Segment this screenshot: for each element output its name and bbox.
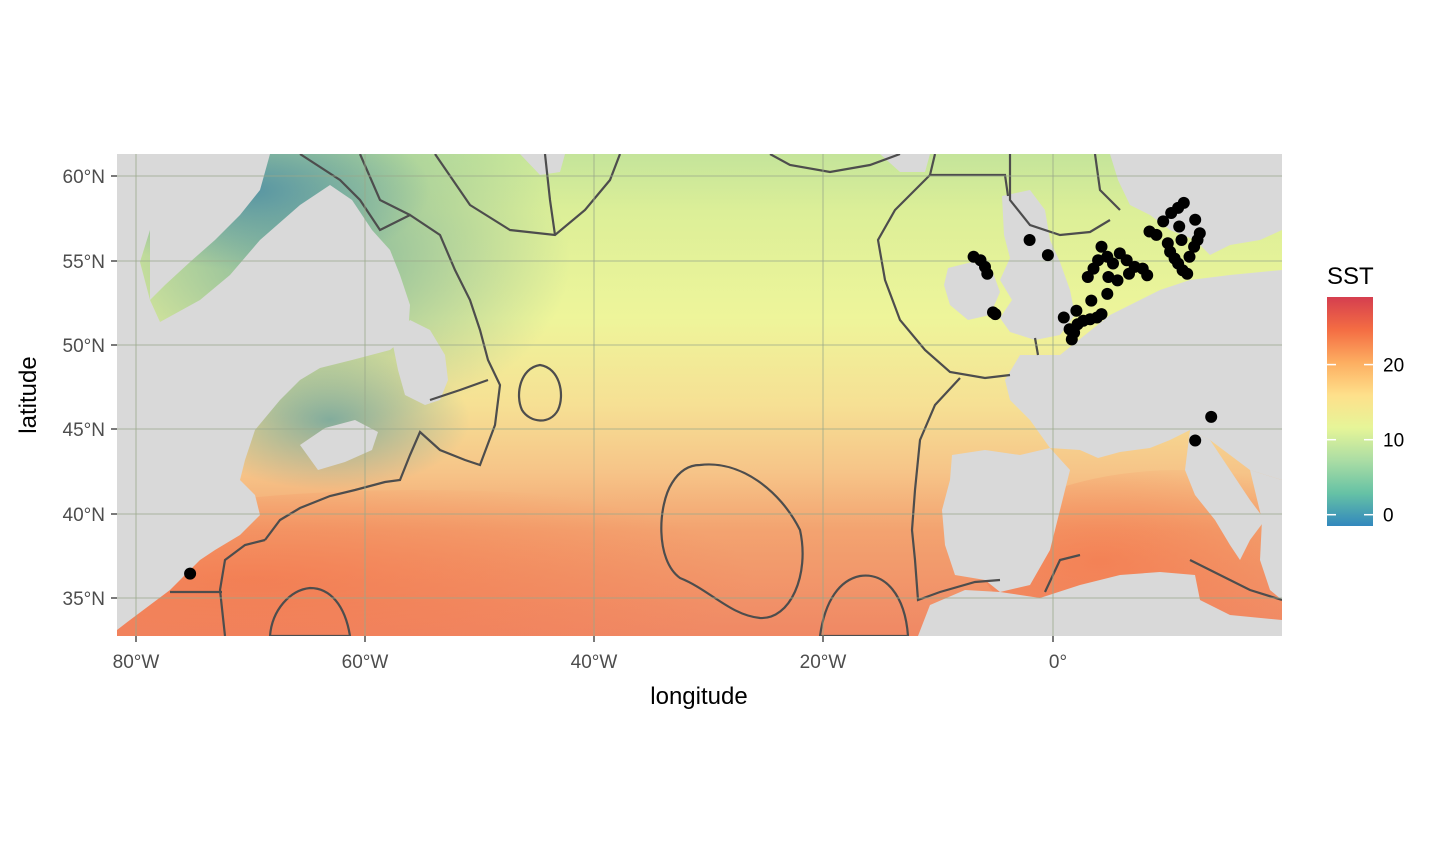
legend-colorbar bbox=[1327, 297, 1373, 526]
observation-point bbox=[1111, 274, 1124, 287]
observation-point bbox=[1157, 215, 1170, 228]
observation-point bbox=[1092, 254, 1105, 267]
x-tick-label: 60°W bbox=[342, 652, 389, 673]
land-scandinavia bbox=[1110, 154, 1282, 255]
boundary-gulf-st-lawrence bbox=[429, 378, 489, 402]
observation-point bbox=[1205, 410, 1218, 423]
land-iberia bbox=[942, 448, 1070, 592]
observation-point bbox=[1141, 269, 1154, 282]
sst-legend: SST 0 10 20 bbox=[1327, 263, 1404, 527]
observation-point bbox=[1041, 249, 1054, 262]
boundary-norway bbox=[1093, 154, 1121, 211]
observation-point bbox=[1150, 228, 1163, 241]
x-tick-label: 20°W bbox=[800, 652, 847, 673]
land-labrador-interior bbox=[150, 154, 270, 300]
y-tick-label: 50°N bbox=[63, 336, 105, 357]
warm-gulf-stream bbox=[117, 490, 840, 636]
boundary-us-coast bbox=[218, 538, 266, 636]
boundary-bermuda bbox=[268, 586, 352, 636]
observation-point bbox=[1183, 250, 1196, 263]
boundary-madeira bbox=[818, 574, 910, 636]
observation-point bbox=[981, 267, 994, 280]
x-tick-label: 40°W bbox=[571, 652, 618, 673]
boundary-greenland-inner bbox=[543, 154, 557, 236]
legend-ticks: 0 10 20 bbox=[1327, 356, 1404, 527]
y-tick-label: 35°N bbox=[63, 589, 105, 610]
observation-point bbox=[184, 567, 197, 580]
boundary-uk-west bbox=[876, 154, 1011, 380]
boundary-iceland bbox=[769, 154, 901, 174]
observation-point bbox=[1095, 240, 1108, 253]
land-balkans bbox=[1250, 470, 1282, 600]
y-axis: 35°N 40°N 45°N 50°N 55°N 60°N latitude bbox=[15, 167, 117, 610]
observation-point bbox=[1107, 257, 1119, 270]
observation-point bbox=[989, 308, 1002, 321]
observation-point bbox=[1177, 196, 1190, 209]
observation-point bbox=[1101, 287, 1114, 300]
observation-point bbox=[1095, 308, 1108, 321]
observation-point bbox=[1120, 254, 1133, 267]
y-tick-label: 55°N bbox=[63, 252, 105, 273]
legend-tick-label: 10 bbox=[1383, 431, 1404, 452]
boundary-med-central bbox=[1189, 559, 1282, 602]
land-britain bbox=[1000, 190, 1075, 340]
x-axis: 80°W 60°W 40°W 20°W 0° longitude bbox=[113, 636, 1067, 710]
boundary-canada-inner bbox=[358, 154, 411, 216]
observation-points bbox=[184, 196, 1218, 580]
boundary-flemish-cap bbox=[518, 363, 562, 422]
observation-point bbox=[1102, 271, 1115, 283]
observation-point bbox=[1189, 213, 1202, 226]
legend-tick-label: 0 bbox=[1383, 506, 1394, 527]
observation-point bbox=[1023, 234, 1036, 246]
region-boundaries bbox=[170, 154, 1282, 636]
observation-point bbox=[1063, 323, 1076, 336]
land-north-africa bbox=[918, 572, 1282, 636]
boundary-med-west bbox=[1044, 553, 1081, 593]
legend-title: SST bbox=[1327, 263, 1374, 290]
graticule bbox=[117, 154, 1282, 636]
boundary-azores bbox=[660, 463, 804, 620]
x-tick-label: 80°W bbox=[113, 652, 160, 673]
map-panel bbox=[117, 154, 1282, 636]
land-newfoundland bbox=[392, 320, 448, 405]
x-tick-label: 0° bbox=[1049, 652, 1067, 673]
land-italy bbox=[1185, 430, 1265, 560]
observation-point bbox=[1189, 434, 1202, 447]
boundary-biscay bbox=[910, 377, 1001, 602]
observation-point bbox=[1173, 220, 1186, 233]
observation-point bbox=[1081, 271, 1094, 283]
observation-point bbox=[1175, 234, 1188, 246]
observation-point bbox=[1065, 333, 1078, 346]
boundary-north-sea bbox=[1008, 154, 1111, 237]
land-nova-scotia bbox=[300, 420, 378, 470]
land-iceland-edge bbox=[880, 154, 930, 172]
y-tick-label: 45°N bbox=[63, 420, 105, 441]
y-axis-title: latitude bbox=[15, 356, 42, 433]
observation-point bbox=[1085, 294, 1098, 307]
land-masses bbox=[117, 154, 1282, 636]
land-greenland-tip bbox=[520, 154, 565, 175]
land-north-america bbox=[117, 154, 410, 630]
boundary-canada-coast bbox=[264, 154, 502, 541]
y-tick-label: 40°N bbox=[63, 505, 105, 526]
x-axis-title: longitude bbox=[650, 683, 747, 710]
boundary-faroe bbox=[930, 173, 1010, 197]
land-continental-europe bbox=[1005, 270, 1282, 480]
observation-point bbox=[1057, 311, 1070, 324]
legend-tick-label: 20 bbox=[1383, 356, 1404, 377]
observation-point bbox=[1181, 267, 1194, 280]
observation-point bbox=[1193, 227, 1206, 240]
boundary-channel bbox=[1033, 337, 1040, 356]
observation-point bbox=[1070, 304, 1083, 317]
y-tick-label: 60°N bbox=[63, 167, 105, 188]
